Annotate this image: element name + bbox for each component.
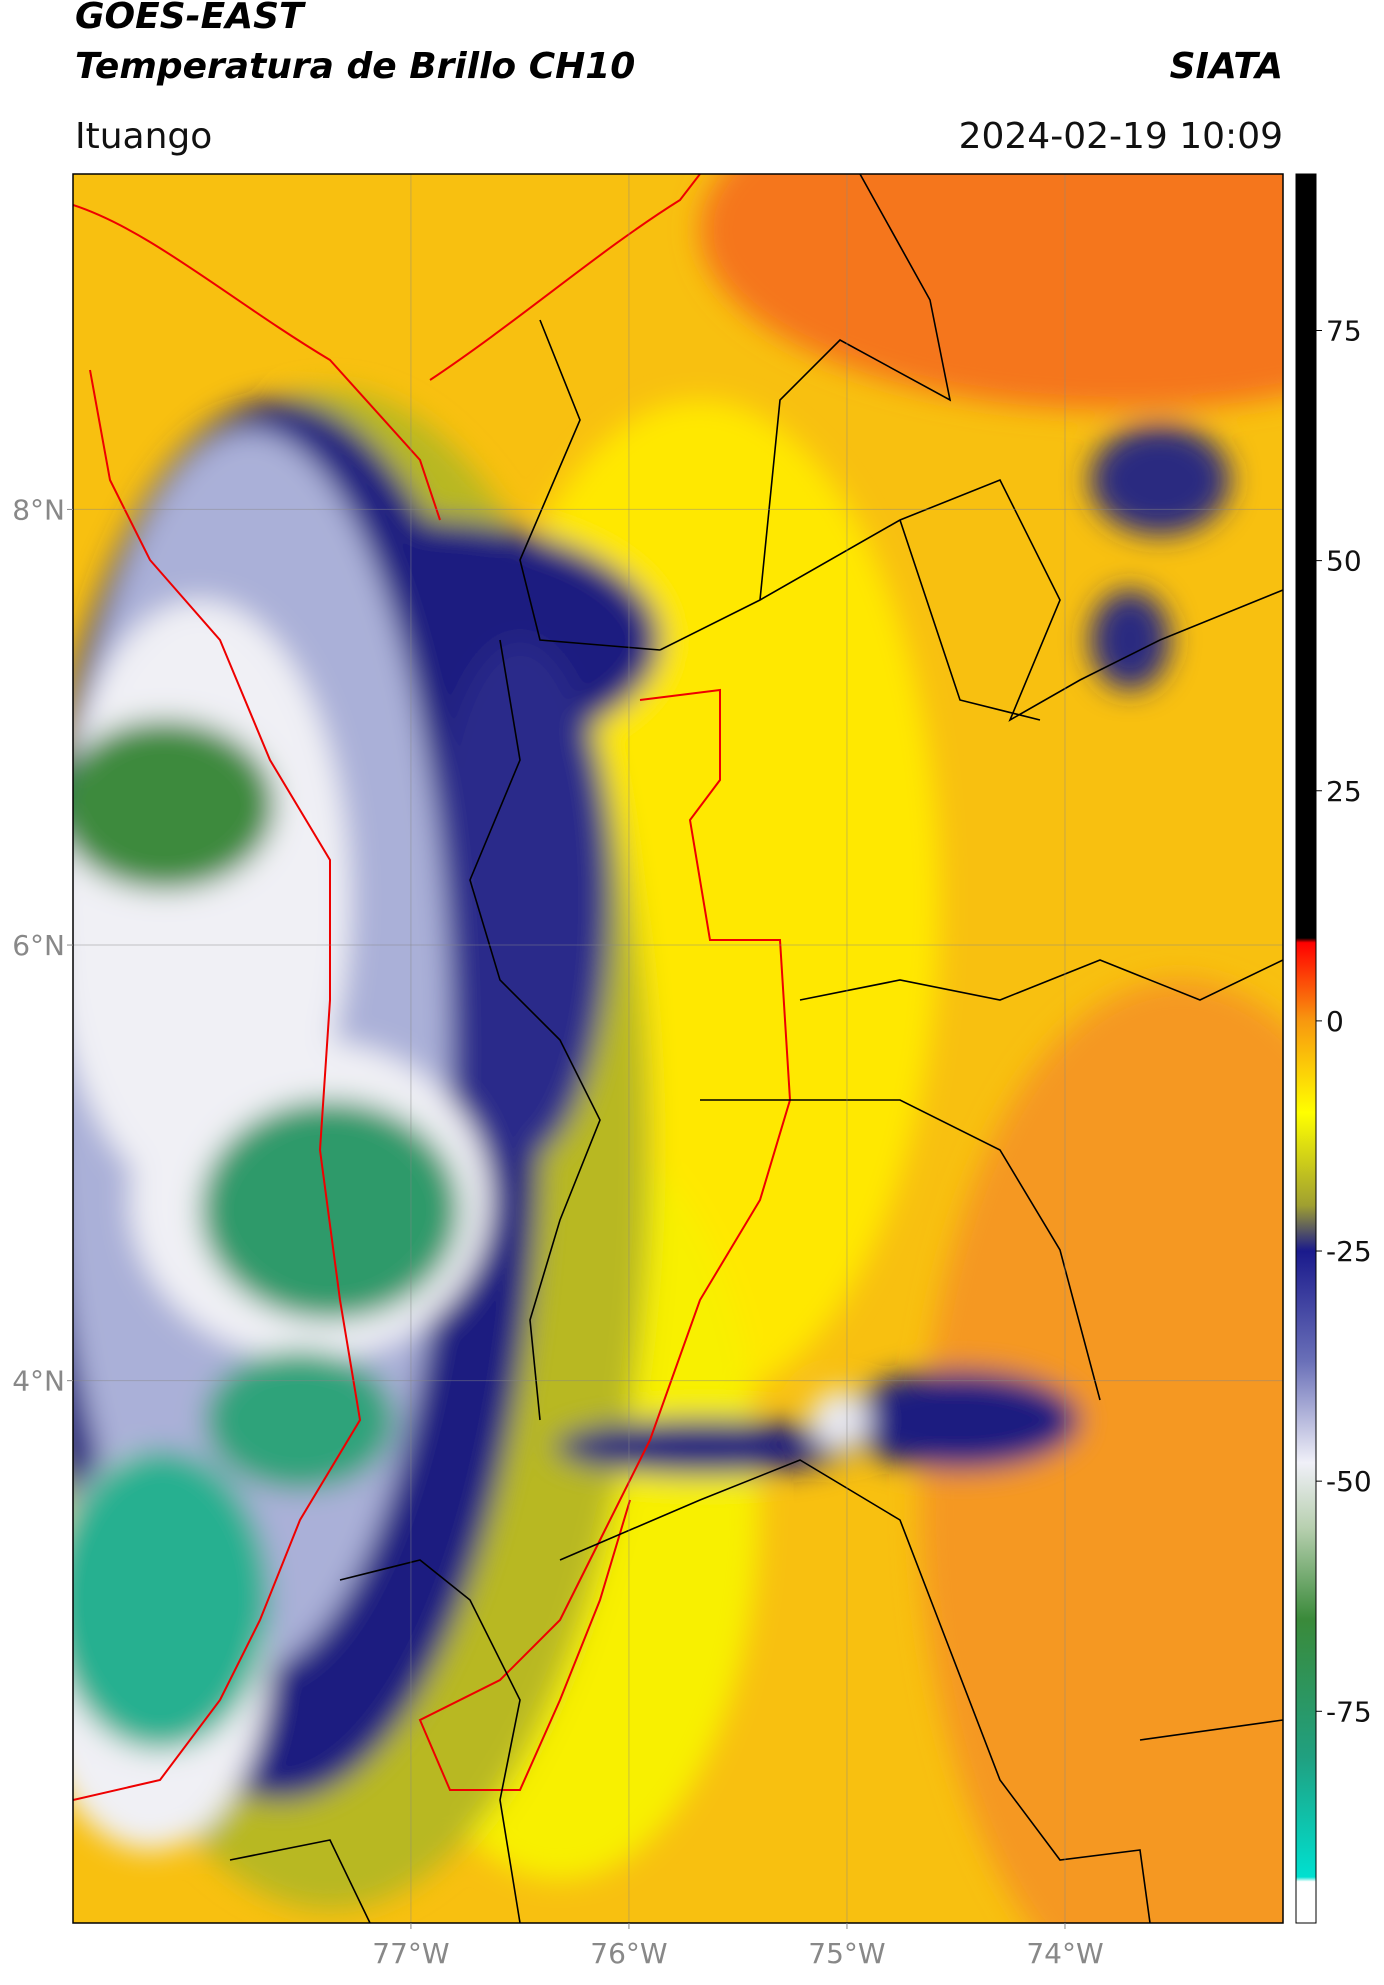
y-tick-label: 8°N [12, 493, 65, 526]
colorbar-tick-label: 25 [1326, 775, 1362, 808]
colorbar-tick-label: -50 [1326, 1465, 1372, 1498]
x-tick-label: 77°W [372, 1937, 449, 1970]
map-frame [72, 173, 1284, 1924]
boundary-red [73, 174, 792, 1801]
x-tick-label: 75°W [808, 1937, 885, 1970]
grid [73, 174, 1283, 1923]
title: GOES-EAST [75, 0, 306, 37]
datetime: 2024-02-19 10:09 [959, 116, 1283, 157]
location: Ituango [75, 116, 212, 157]
colorbar-tick-label: -75 [1326, 1695, 1372, 1728]
colorbar-tick-label: 75 [1326, 314, 1362, 347]
colorbar-tick-label: 50 [1326, 545, 1362, 578]
map-imagery [73, 174, 1283, 1923]
x-tick-label: 74°W [1026, 1937, 1103, 1970]
y-tick-label: 6°N [12, 929, 65, 962]
colorbar-tick-label: -25 [1326, 1235, 1372, 1268]
colorbar [1295, 173, 1317, 1924]
boundary-black [229, 174, 1283, 1923]
colorbar-tick-label: 0 [1326, 1005, 1344, 1038]
x-tick-label: 76°W [590, 1937, 667, 1970]
brand: SIATA [1170, 46, 1283, 87]
y-tick-label: 4°N [12, 1365, 65, 1398]
subtitle: Temperatura de Brillo CH10 [75, 46, 635, 87]
